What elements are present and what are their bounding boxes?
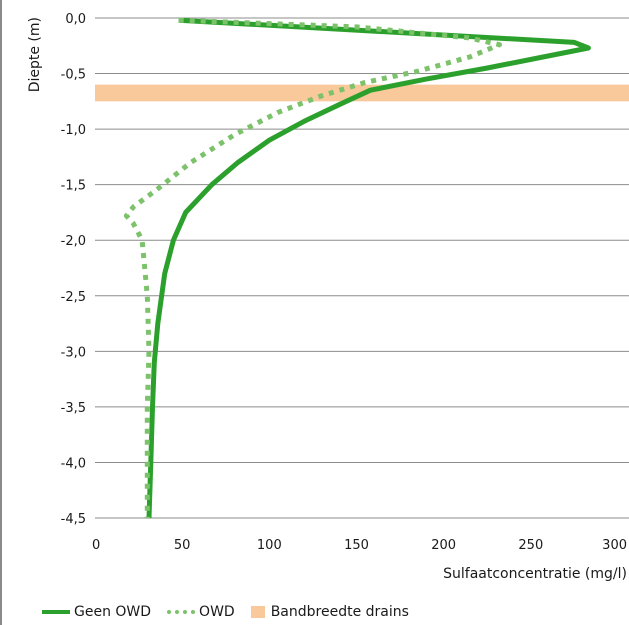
left-border — [0, 0, 2, 625]
legend-label-band: Bandbreedte drains — [270, 604, 409, 620]
y-tick-label-3: -1,5 — [61, 179, 86, 194]
series-line-1 — [123, 17, 502, 518]
x-tick-label-3: 150 — [344, 538, 369, 553]
y-tick-label-8: -4,0 — [61, 456, 86, 471]
y-tick-label-4: -2,0 — [61, 234, 86, 249]
x-tick-label-2: 100 — [257, 538, 282, 553]
y-tick-label-2: -1,0 — [61, 123, 86, 138]
y-tick-label-6: -3,0 — [61, 345, 86, 360]
legend-item-geen-owd: Geen OWD — [42, 604, 151, 620]
y-axis-title: Diepte (m) — [27, 17, 43, 92]
chart-svg: 0,0 -0,5 -1,0 -1,5 -2,0 -2,5 -3,0 -3,5 -4,0 -4,5 0… — [27, 12, 629, 582]
x-tick-label-0: 0 — [92, 538, 100, 553]
series-line-0 — [146, 17, 591, 519]
y-tick-label-1: -0,5 — [61, 68, 86, 83]
legend-swatch-band — [250, 606, 265, 618]
y-tick-label-7: -3,5 — [61, 401, 86, 416]
x-tick-label-5: 250 — [518, 538, 543, 553]
x-axis-title: Sulfaatconcentratie (mg/l) — [443, 566, 627, 582]
y-tick-label-9: -4,5 — [61, 512, 86, 527]
x-tick-label-4: 200 — [431, 538, 456, 553]
legend-item-owd: OWD — [167, 604, 235, 620]
x-tick-label-6: 300 — [602, 538, 627, 553]
legend-label-geen-owd: Geen OWD — [74, 604, 152, 620]
legend-label-owd: OWD — [199, 604, 235, 620]
legend: Geen OWD OWD Bandbreedte drains — [42, 604, 425, 620]
legend-item-band: Bandbreedte drains — [250, 604, 409, 620]
x-tick-label-1: 50 — [174, 538, 191, 553]
legend-swatch-dotted — [167, 610, 196, 614]
y-tick-label-5: -2,5 — [61, 290, 86, 305]
y-tick-label-0: 0,0 — [65, 12, 86, 27]
legend-swatch-solid — [42, 610, 70, 614]
